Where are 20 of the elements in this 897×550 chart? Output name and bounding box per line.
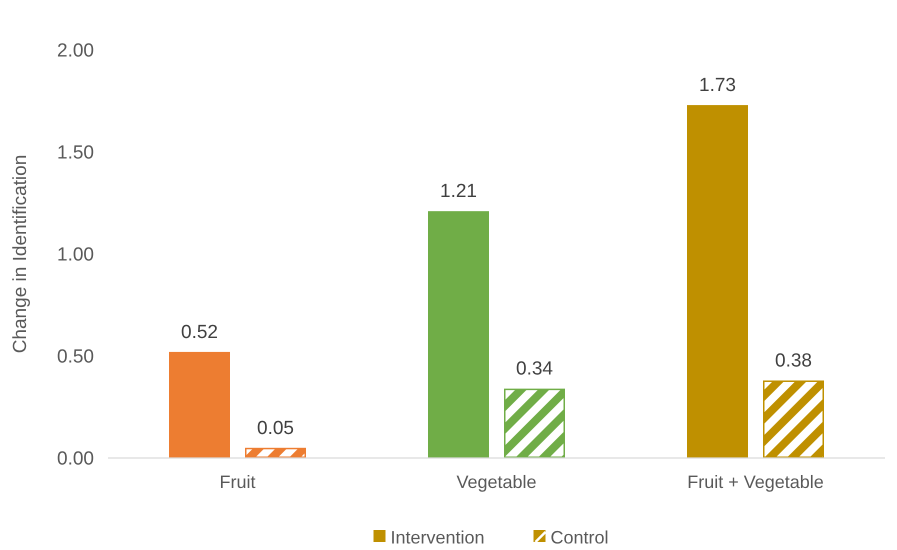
data-label: 0.05 [257,418,294,439]
legend-label: Intervention [390,527,485,548]
legend-label: Control [550,527,609,548]
x-tick-label: Fruit + Vegetable [687,472,824,492]
y-tick-label: 1.00 [57,244,94,266]
y-tick-label: 2.00 [57,40,94,62]
data-label: 0.52 [181,322,218,343]
x-tick-label: Fruit [220,472,256,492]
y-tick-label: 0.00 [57,448,94,470]
bar [428,211,489,458]
bar [169,352,230,458]
y-tick-label: 0.50 [57,346,94,368]
y-axis-title: Change in Identification [10,154,31,354]
bar [687,105,748,458]
y-tick-label: 1.50 [57,142,94,164]
x-tick-label: Vegetable [456,472,537,492]
data-label: 0.34 [516,358,554,380]
data-label: 1.21 [440,181,477,202]
data-label: 1.73 [699,75,736,96]
data-label: 0.38 [775,350,812,372]
